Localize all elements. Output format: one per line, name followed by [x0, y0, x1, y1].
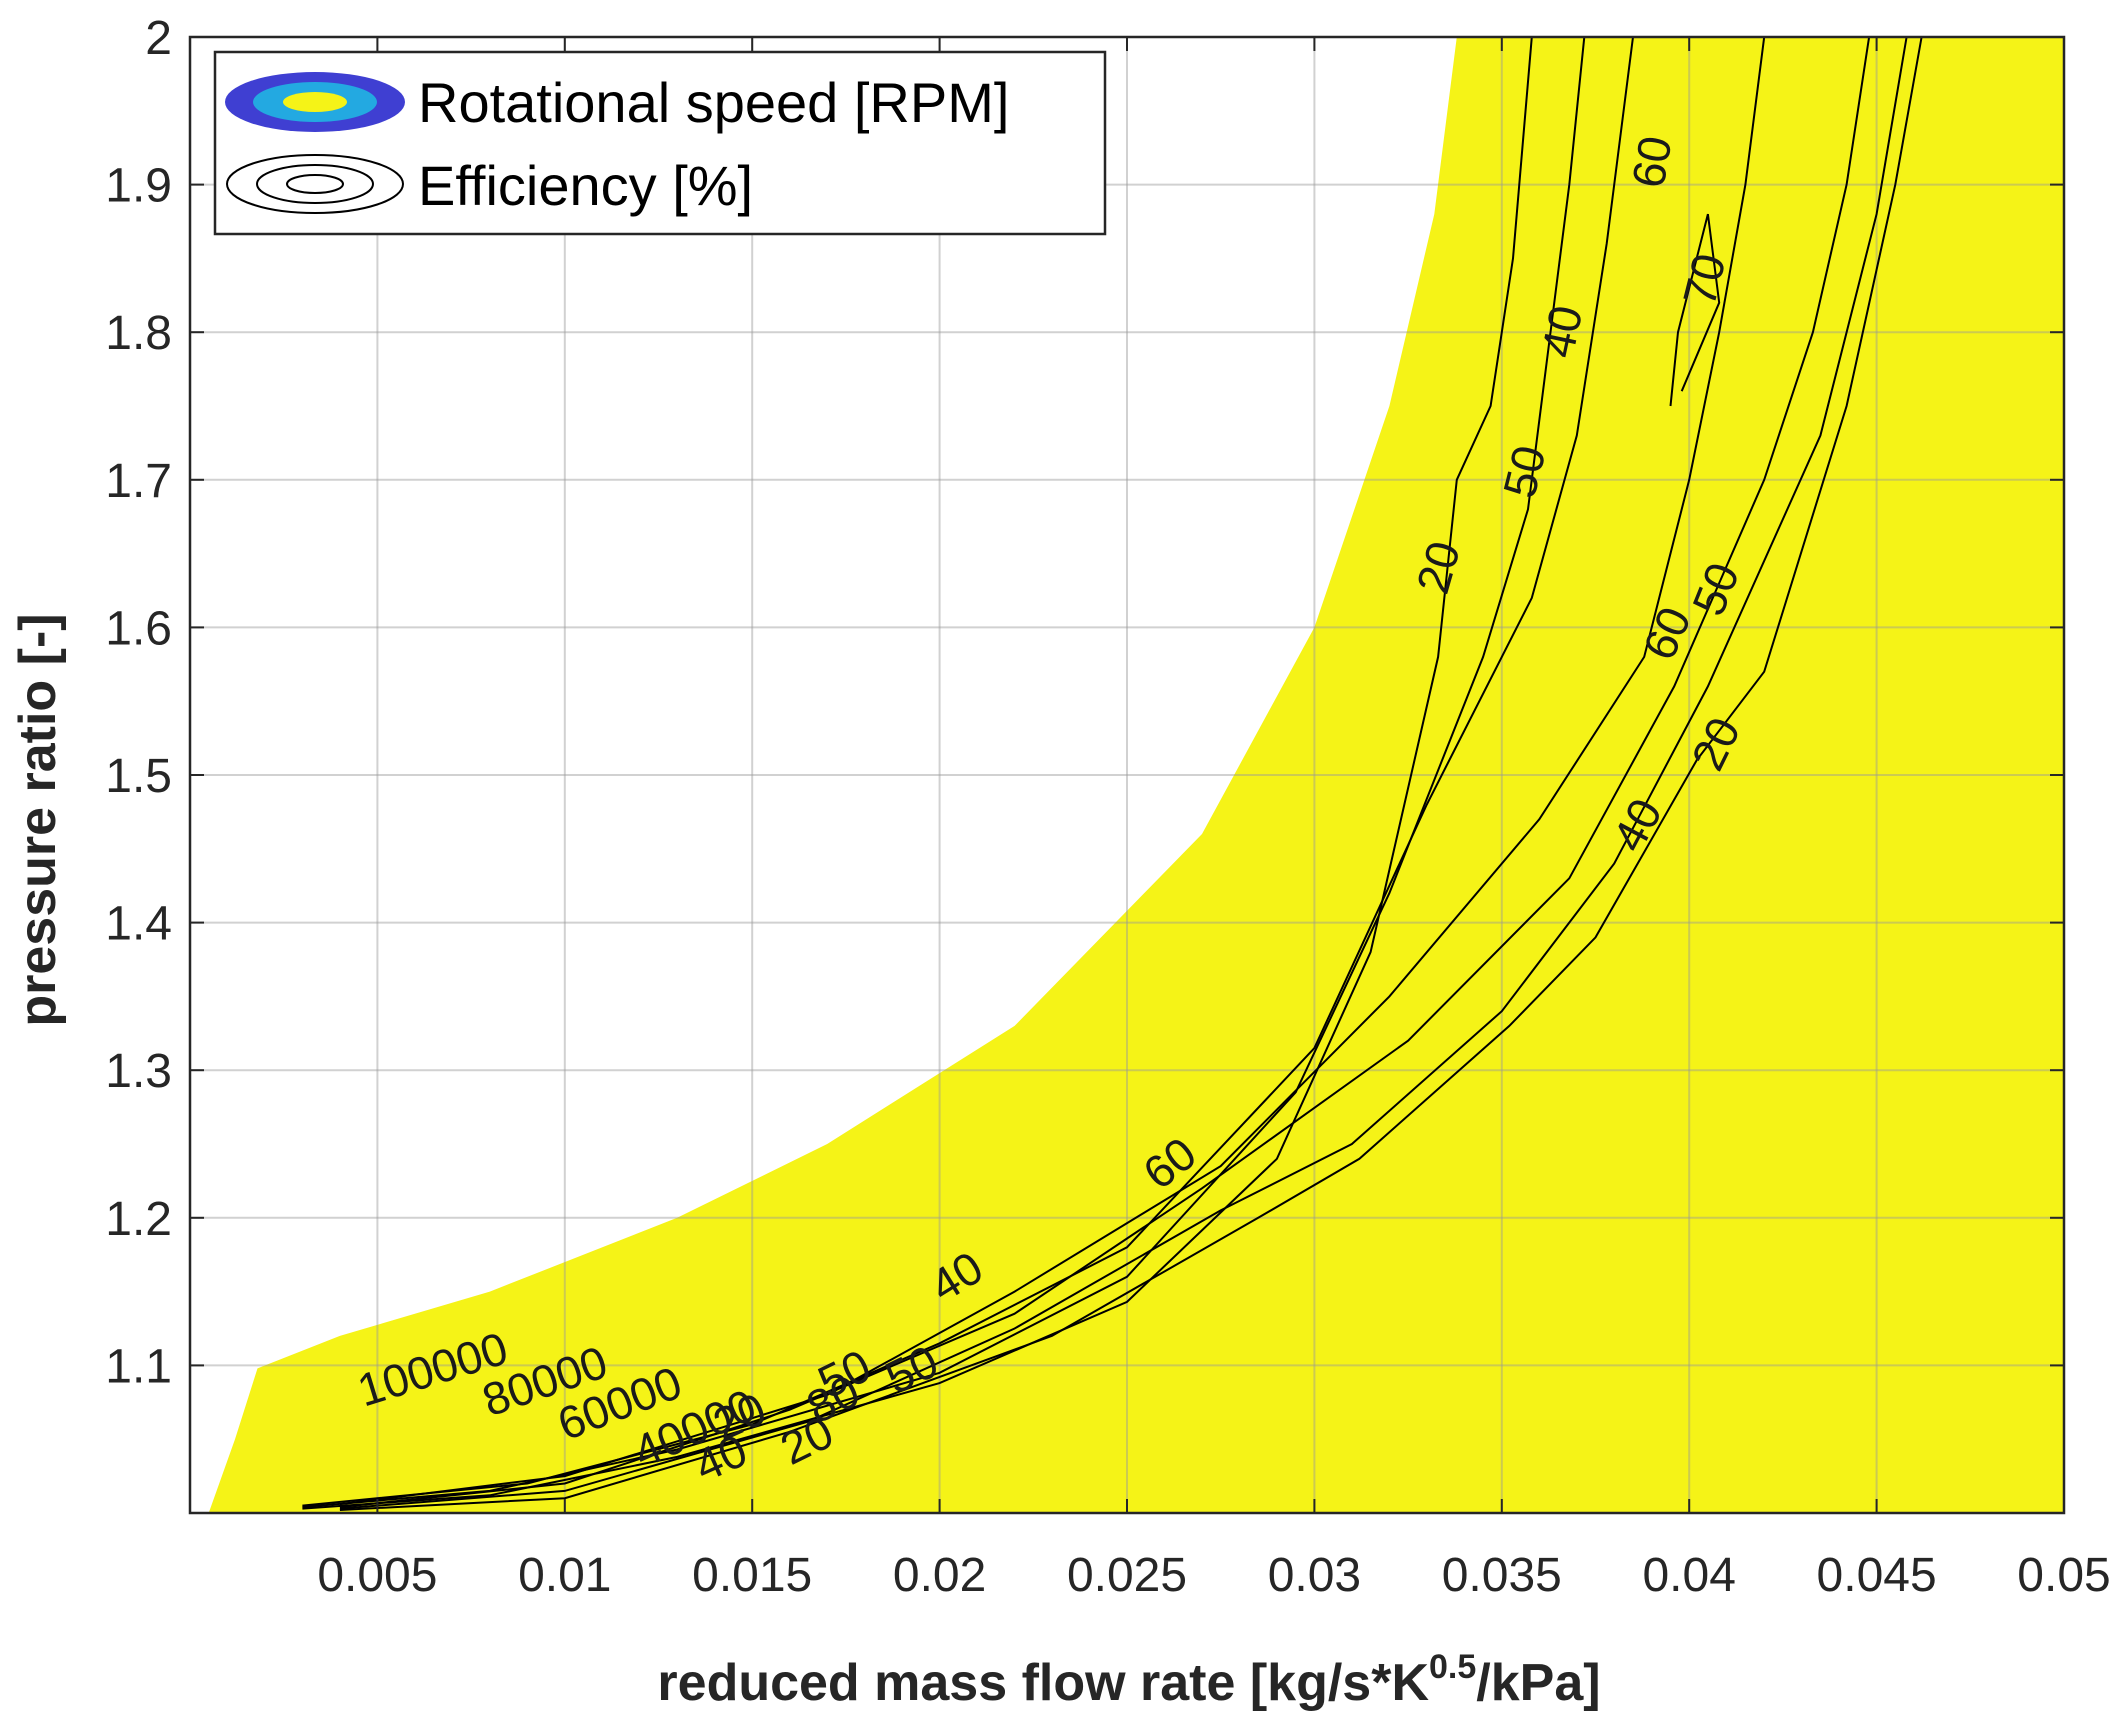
speed-legend-icon-inner	[283, 92, 347, 112]
efficiency-legend-icon-outer	[226, 154, 404, 214]
y-tick-label-3: 1.4	[105, 898, 172, 951]
x-tick-label-6: 0.035	[1442, 1549, 1562, 1602]
efficiency-legend-icon	[226, 154, 404, 214]
efficiency-line-60-3	[339, 36, 1766, 1506]
x-axis-label-main: reduced mass flow rate [kg/s*K	[657, 1654, 1429, 1712]
speed-band-6	[208, 37, 2065, 1513]
ticks-layer: 0.005 0.01 0.015 0.02 0.025 0.03 0.035 0.04 0.04…	[105, 12, 2110, 1602]
contour-label-16: 70	[1673, 248, 1736, 310]
contour-label-13: 50	[1493, 440, 1556, 502]
legend: Rotational speed [RPM] Efficiency [%]	[213, 50, 1107, 236]
y-tick-label-4: 1.5	[105, 750, 172, 803]
x-tick-label-3: 0.02	[893, 1549, 986, 1602]
x-tick-label-8: 0.045	[1817, 1549, 1937, 1602]
legend-label-efficiency: Efficiency [%]	[418, 154, 753, 217]
efficiency-line-40-6	[339, 36, 1908, 1510]
x-tick-label-5: 0.03	[1268, 1549, 1361, 1602]
efficiency-line-50-5	[339, 36, 1871, 1509]
efficiency-line-70-4	[1669, 213, 1721, 407]
x-tick-label-4: 0.025	[1067, 1549, 1187, 1602]
y-tick-label-7: 1.8	[105, 307, 172, 360]
y-axis-label: pressure ratio [-]	[9, 613, 67, 1026]
y-tick-label-9: 2	[145, 12, 172, 65]
x-axis-label: reduced mass flow rate [kg/s*K0.5/kPa]	[657, 1648, 1600, 1712]
y-tick-label-0: 1.1	[105, 1340, 172, 1393]
x-tick-label-7: 0.04	[1642, 1549, 1735, 1602]
efficiency-lines-layer	[302, 36, 1923, 1511]
y-tick-label-8: 1.9	[105, 160, 172, 213]
legend-label-speed: Rotational speed [RPM]	[418, 71, 1009, 134]
efficiency-line-20-7	[339, 36, 1923, 1511]
speed-bands-layer	[208, 37, 2065, 1513]
efficiency-line-20-0	[302, 36, 1533, 1510]
x-tick-label-0: 0.005	[317, 1549, 437, 1602]
x-tick-label-9: 0.05	[2017, 1549, 2110, 1602]
x-tick-label-2: 0.015	[692, 1549, 812, 1602]
y-tick-label-6: 1.7	[105, 455, 172, 508]
efficiency-line-50-2	[302, 36, 1634, 1507]
x-axis-label-exponent: 0.5	[1429, 1648, 1476, 1686]
contour-label-14: 40	[1531, 301, 1593, 362]
x-axis-label-tail: /kPa]	[1476, 1654, 1600, 1712]
efficiency-legend-icon-middle	[256, 164, 374, 204]
y-tick-label-2: 1.3	[105, 1045, 172, 1098]
x-tick-label-1: 0.01	[518, 1549, 611, 1602]
contour-label-15: 60	[1622, 132, 1682, 191]
y-tick-label-1: 1.2	[105, 1193, 172, 1246]
speed-legend-icon	[225, 72, 405, 132]
y-tick-label-5: 1.6	[105, 602, 172, 655]
efficiency-legend-icon-inner	[286, 174, 344, 194]
